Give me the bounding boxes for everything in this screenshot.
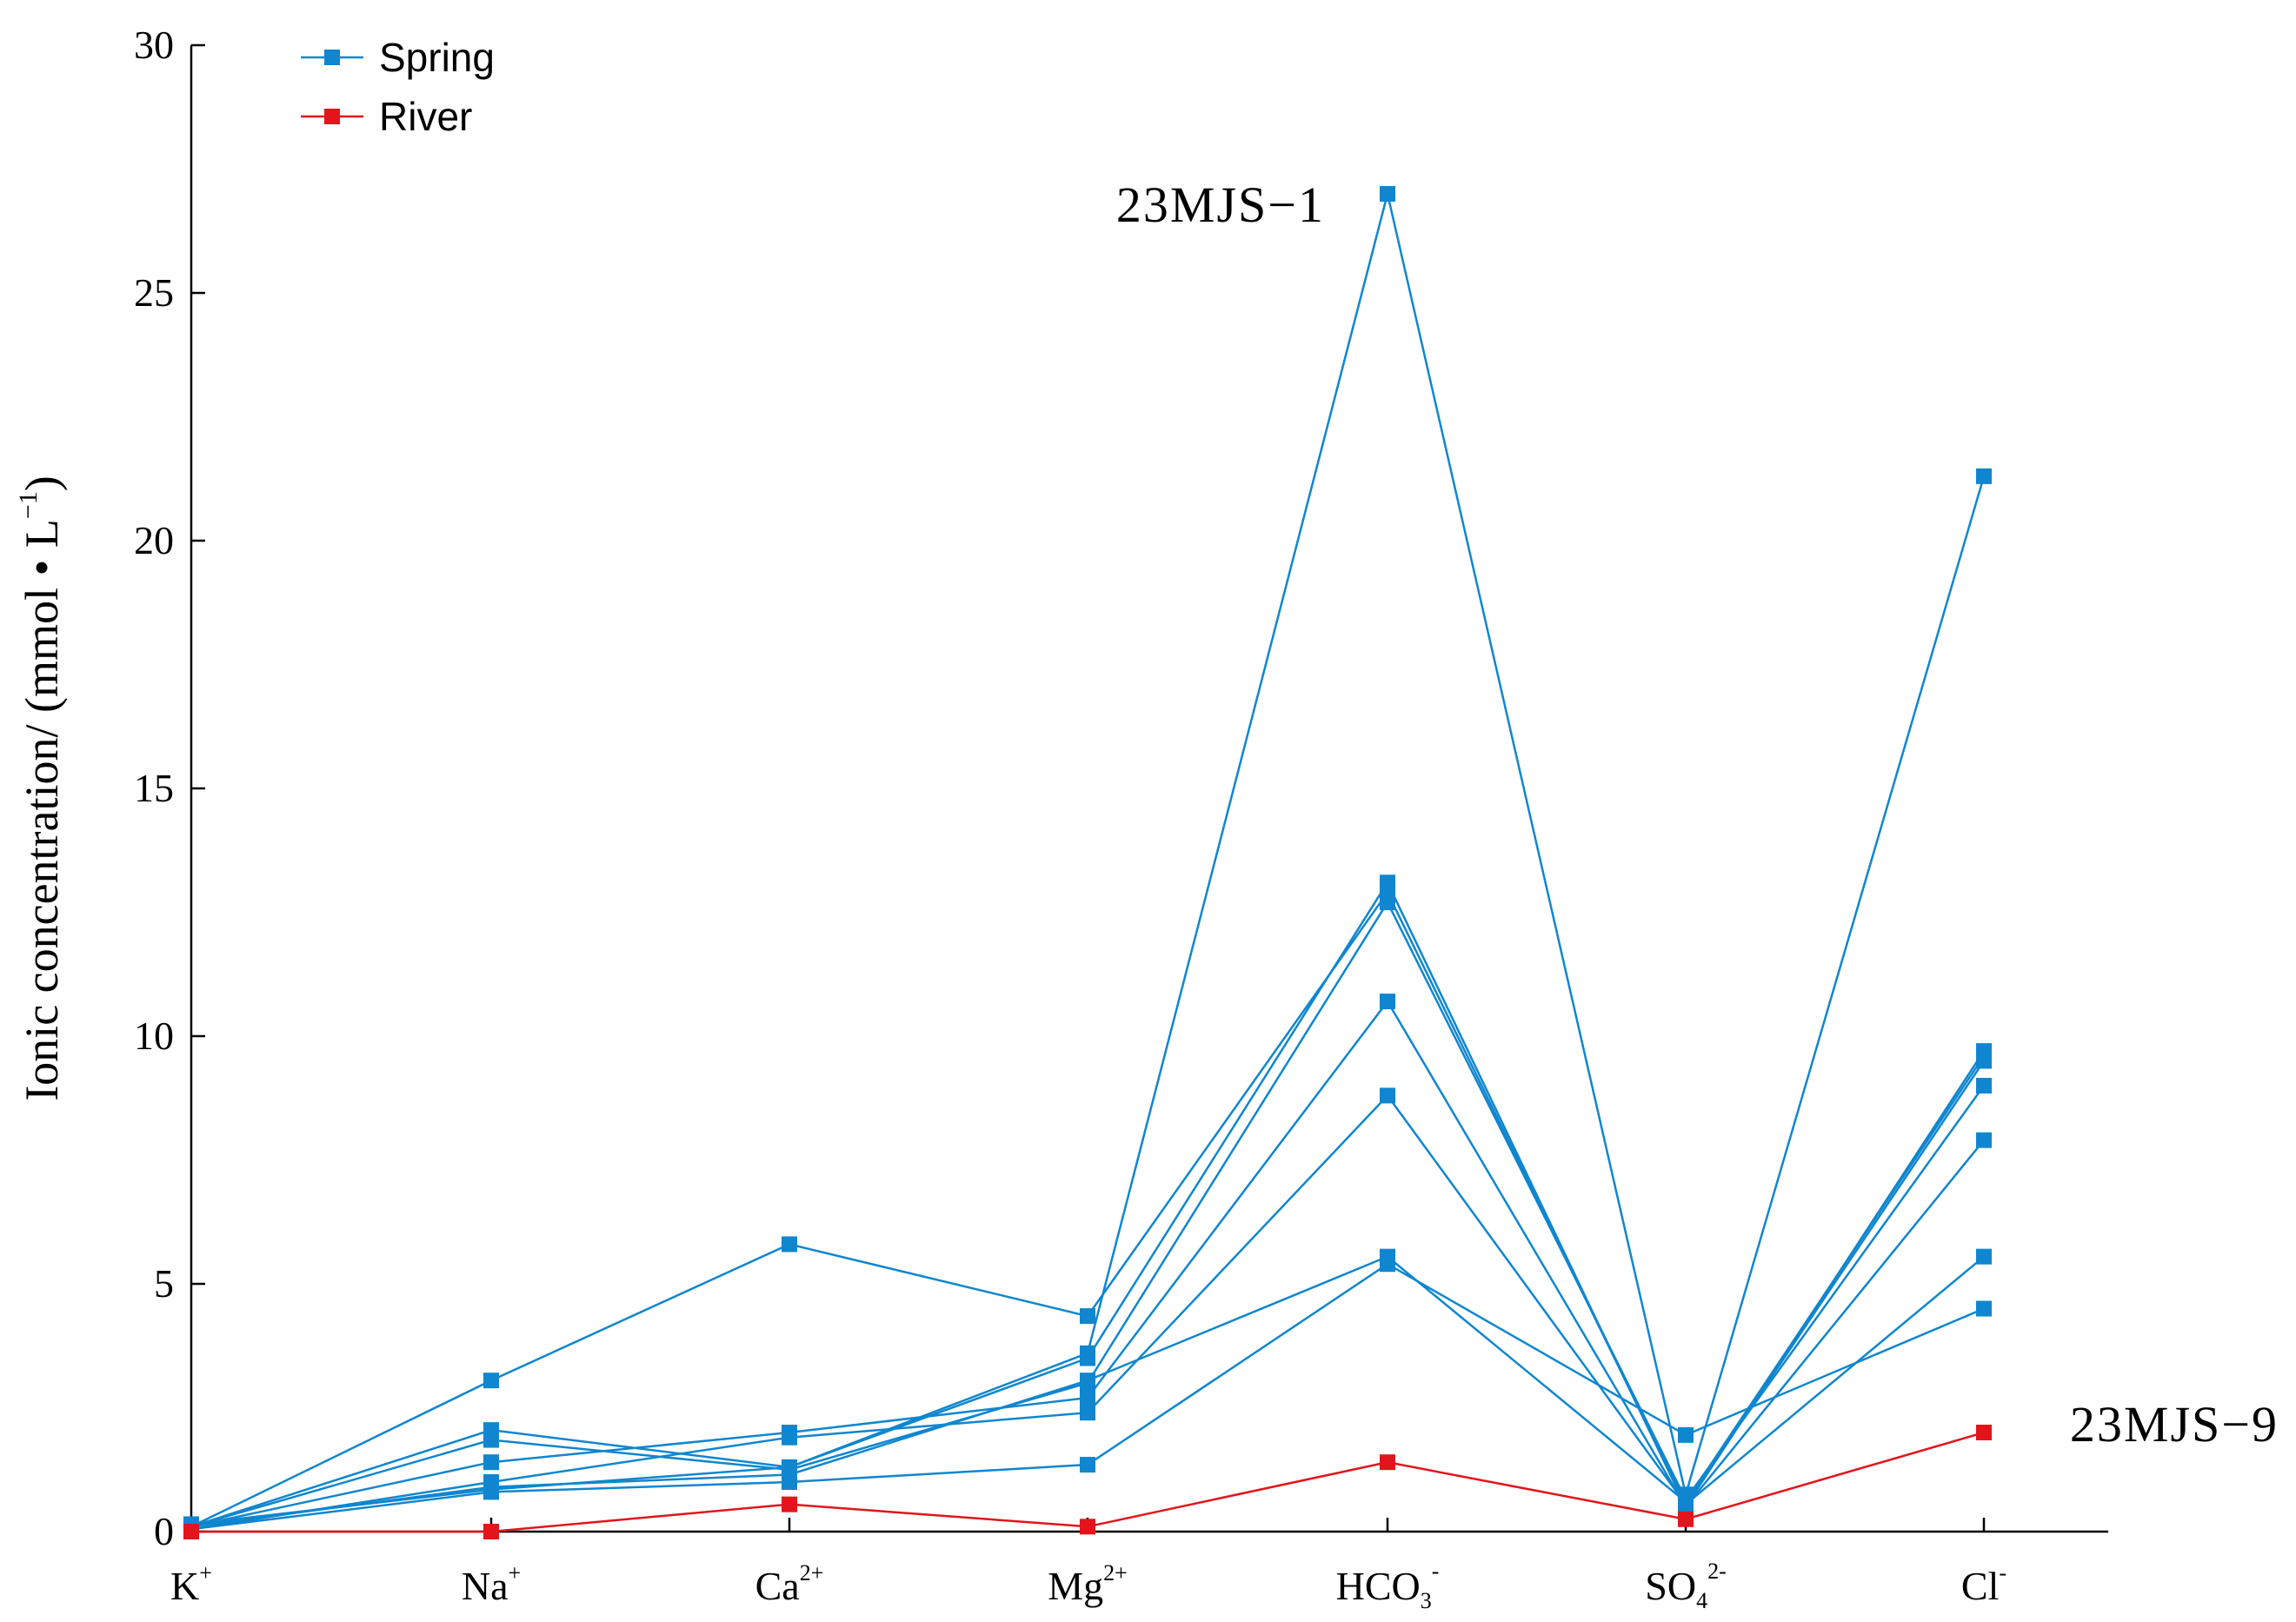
spring-point (1080, 1308, 1095, 1325)
legend-label: River (379, 94, 472, 139)
spring-point (782, 1236, 797, 1253)
spring-series-1 (183, 884, 1992, 1535)
spring-line (190, 193, 1986, 1526)
legend: Spring River (301, 35, 495, 139)
spring-series-0 (183, 186, 1992, 1532)
legend-marker (324, 109, 340, 124)
river-point (1678, 1511, 1694, 1527)
spring-point (1080, 1350, 1095, 1366)
spring-point (1976, 1248, 1992, 1265)
spring-series-2 (183, 874, 1992, 1535)
river-line (191, 1431, 1985, 1533)
spring-point (483, 1454, 499, 1471)
y-tick-label: 0 (154, 1509, 174, 1553)
river-series-8 (183, 1425, 1992, 1539)
river-point (183, 1524, 199, 1539)
annotations: 23MJS−1 23MJS−9 (1116, 176, 2279, 1452)
spring-line (190, 890, 1986, 1528)
spring-point (1080, 1405, 1095, 1421)
y-tick-label: 15 (134, 766, 174, 810)
spring-point (1380, 994, 1395, 1010)
spring-point (782, 1429, 797, 1446)
spring-point (1080, 1457, 1095, 1473)
spring-point (1976, 1132, 1992, 1148)
axes: 0 5 10 15 20 25 30 K+ Na+ Ca2+ Mg2+ HCO3- SO42- Cl- Io… (14, 23, 2108, 1613)
spring-point (1380, 186, 1395, 202)
y-tick-label: 25 (134, 270, 174, 315)
spring-series-3 (183, 894, 1992, 1535)
x-tick-label: Ca2+ (755, 1560, 824, 1608)
series-layer (183, 186, 1992, 1539)
spring-point (483, 1484, 499, 1500)
spring-point (1678, 1426, 1694, 1443)
river-point (1380, 1454, 1395, 1471)
spring-line (190, 1055, 1986, 1528)
y-axis-title: Ionic concentration/ (mmol • L−1) (14, 475, 68, 1101)
spring-point (782, 1474, 797, 1490)
x-tick-label: Na+ (462, 1560, 521, 1608)
river-point (1080, 1519, 1095, 1535)
spring-point (1380, 894, 1395, 911)
legend-entry-river: River (301, 94, 472, 139)
x-tick-label: Mg2+ (1048, 1560, 1128, 1608)
y-tick-label: 30 (134, 23, 174, 67)
y-tick-label: 20 (134, 518, 174, 562)
x-tick-label: HCO3- (1336, 1559, 1440, 1613)
spring-point (1976, 468, 1992, 484)
river-point (782, 1496, 797, 1512)
spring-line (190, 900, 1986, 1528)
x-tick-label: Cl- (1961, 1560, 2007, 1608)
y-tick-label: 5 (154, 1261, 174, 1306)
spring-point (1678, 1493, 1694, 1510)
spring-line (190, 880, 1986, 1528)
y-tick-label: 10 (134, 1014, 174, 1058)
spring-point (1080, 1373, 1095, 1389)
spring-point (1080, 1390, 1095, 1406)
spring-point (1976, 1300, 1992, 1317)
spring-point (1976, 1047, 1992, 1064)
legend-entry-spring: Spring (301, 35, 495, 80)
spring-point (1380, 1256, 1395, 1273)
spring-point (1380, 874, 1395, 891)
x-tick-label: K+ (170, 1560, 212, 1608)
spring-point (1976, 1078, 1992, 1094)
annotation-label: 23MJS−9 (2070, 1396, 2279, 1452)
x-tick-label: SO42- (1645, 1559, 1726, 1613)
annotation-label: 23MJS−1 (1116, 176, 1325, 233)
legend-marker (324, 50, 340, 65)
river-point (1976, 1425, 1992, 1440)
spring-point (483, 1373, 499, 1389)
spring-point (1380, 1087, 1395, 1104)
river-point (483, 1524, 499, 1539)
spring-point (483, 1432, 499, 1448)
legend-label: Spring (379, 35, 495, 80)
